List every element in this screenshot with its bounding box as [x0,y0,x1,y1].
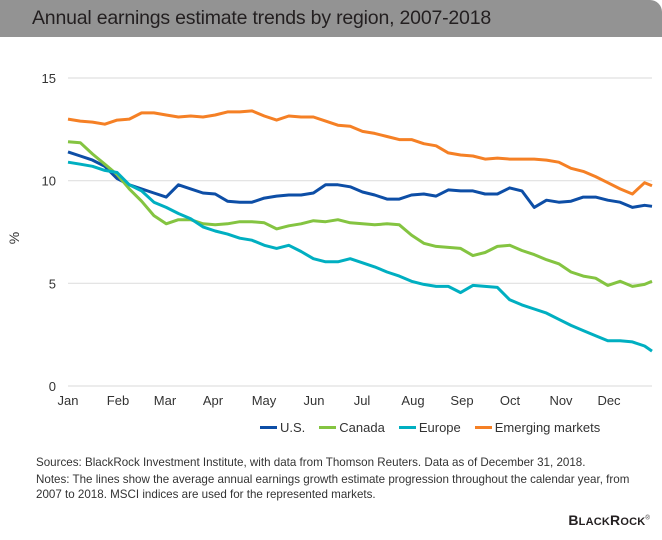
legend-swatch-icon [474,426,492,429]
series-line-u-s [67,150,653,209]
legend-item: Europe [398,420,461,435]
x-tick-label: Dec [597,393,621,408]
logo-part: ® [645,515,650,522]
legend: U.S. Canada Europe Emerging markets [260,420,600,435]
x-tick-label: Feb [107,393,129,408]
x-tick-label: Jun [304,393,325,408]
x-tick-label: Oct [500,393,521,408]
x-tick-label: Aug [401,393,424,408]
x-tick-label: Nov [549,393,573,408]
series-line-canada [67,140,653,288]
x-tick-label: May [252,393,277,408]
legend-swatch-icon [319,426,337,429]
series-lines [67,109,653,353]
y-tick-label: 15 [42,71,56,86]
legend-item: U.S. [260,420,305,435]
y-tick-label: 10 [42,174,56,189]
logo-part: R [610,512,621,528]
series-line-emerging-markets [67,109,653,196]
x-tick-label: Sep [450,393,473,408]
series-line-europe [67,160,653,353]
legend-label: U.S. [280,420,306,435]
chart-header: Annual earnings estimate trends by regio… [0,0,662,37]
y-tick-label: 5 [49,276,56,291]
chart-title: Annual earnings estimate trends by regio… [32,7,491,29]
logo-part: B [568,512,579,528]
legend-label: Europe [418,420,461,435]
x-tick-label: Mar [154,393,177,408]
notes-text: Notes: The lines show the average annual… [36,473,630,501]
legend-swatch-icon [260,426,277,429]
gridlines [68,77,652,387]
x-tick-label: Jul [354,393,371,408]
line-chart: 0 5 10 15 Jan Feb Mar Apr May Jun Jul Aug Sep Oct Nov… [6,71,653,408]
legend-label: Emerging markets [494,420,601,435]
y-tick-label: 0 [49,379,56,394]
x-tick-label: Jan [58,393,79,408]
x-axis-ticks: Jan Feb Mar Apr May Jun Jul Aug Sep Oct Nov Dec [58,393,622,408]
legend-swatch-icon [398,426,416,429]
y-axis-label: % [6,232,22,244]
sources-text: Sources: BlackRock Investment Institute,… [36,456,586,469]
y-axis-ticks: 0 5 10 15 [42,71,56,394]
x-tick-label: Apr [203,393,224,408]
legend-item: Canada [319,420,385,435]
footnotes: Sources: BlackRock Investment Institute,… [36,455,656,504]
logo-part: OCK [620,516,646,528]
logo-part: LACK [578,516,611,528]
legend-item: Emerging markets [474,420,601,435]
legend-label: Canada [339,420,385,435]
blackrock-logo: BLACKROCK® [568,512,650,528]
